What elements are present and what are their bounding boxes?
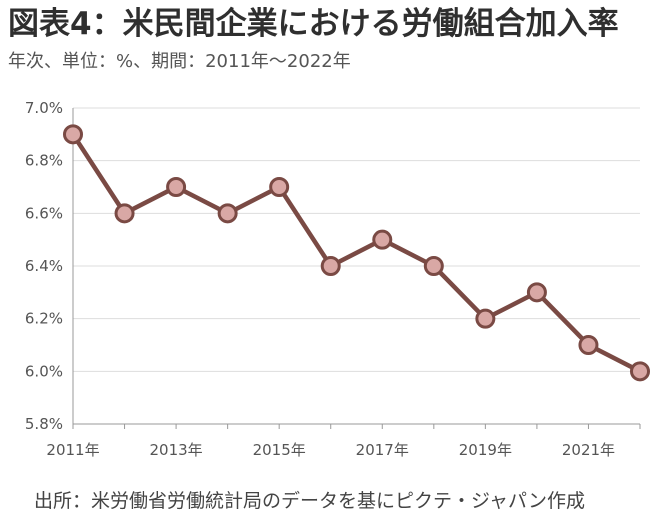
series-line xyxy=(70,132,643,374)
y-axis: 5.8% 6.0% 6.2% 6.4% 6.6% 6.8% 7.0% xyxy=(25,99,74,433)
data-point xyxy=(63,124,83,145)
data-point xyxy=(114,203,135,224)
gridlines xyxy=(73,107,640,372)
data-point xyxy=(269,177,290,197)
y-tick-label: 6.6% xyxy=(25,204,63,222)
x-axis: 2011年 2013年 2015年 2017年 2019年 2021年 xyxy=(46,423,641,459)
series-line-group xyxy=(70,132,643,374)
data-point xyxy=(166,177,187,197)
data-point xyxy=(475,308,496,329)
chart-title: 図表4：米民間企業における労働組合加入率 xyxy=(8,6,619,42)
line-chart: 5.8%6.0%6.2%6.4%6.6%6.8%7.0% 2011年 2013年 2… xyxy=(25,99,650,459)
x-tick-label: 2015年 xyxy=(253,441,306,459)
markers-group xyxy=(63,124,650,382)
y-tick-label: 6.0% xyxy=(25,362,63,380)
data-point xyxy=(630,361,650,382)
source-note: 出所：米労働省労働統計局のデータを基にピクテ・ジャパン作成 xyxy=(34,490,586,512)
y-tick-label: 6.2% xyxy=(25,310,63,328)
data-point xyxy=(320,256,341,276)
x-tick-label: 2019年 xyxy=(459,441,512,459)
data-point xyxy=(578,335,599,355)
x-tick-label: 2017年 xyxy=(356,441,409,459)
data-point xyxy=(372,229,393,250)
x-tick-label: 2021年 xyxy=(562,441,615,459)
y-tick-label: 5.8% xyxy=(25,415,63,433)
data-point xyxy=(526,282,547,303)
chart-subtitle: 年次、単位：%、期間：2011年～2022年 xyxy=(8,51,351,72)
data-point xyxy=(423,256,444,276)
y-tick-label: 6.4% xyxy=(25,257,63,275)
x-tick-label: 2011年 xyxy=(46,441,99,459)
data-point xyxy=(217,203,238,224)
x-tick-label: 2013年 xyxy=(149,441,202,459)
y-tick-label: 7.0% xyxy=(25,99,63,117)
y-tick-label: 6.8% xyxy=(25,152,63,170)
